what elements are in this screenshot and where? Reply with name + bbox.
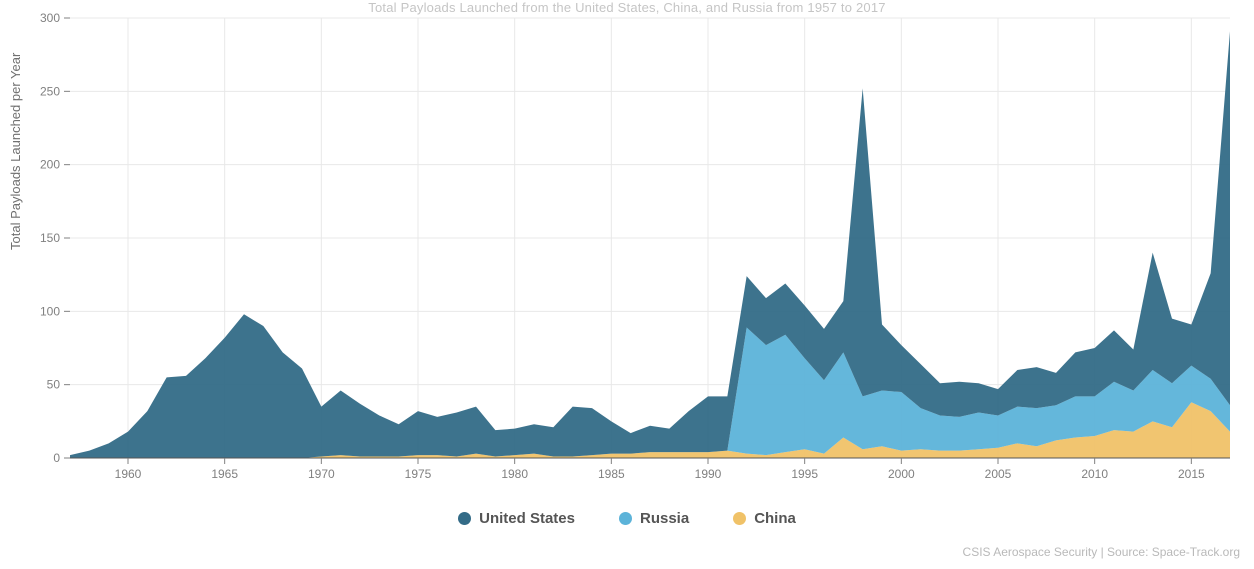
payload-area-chart: 1960 1965 1970 1975 1980 1985 1990 1995 2000 2005… [70,18,1240,488]
y-tick-label: 50 [47,378,61,392]
y-tick-label: 200 [40,158,60,172]
credit-text: CSIS Aerospace Security | Source: Space-… [963,545,1240,559]
x-tick-label: 1975 [405,467,432,481]
y-tick-label: 100 [40,304,60,318]
x-tick-label: 2005 [985,467,1012,481]
x-tick-label: 1970 [308,467,335,481]
x-tick-label: 2000 [888,467,915,481]
y-axis-label: Total Payloads Launched per Year [8,53,23,250]
y-tick-label: 300 [40,11,60,25]
area-UnitedStates [70,31,1230,458]
legend-label: United States [479,510,575,527]
y-tick-label: 250 [40,84,60,98]
x-tick-label: 1965 [211,467,238,481]
legend: United States Russia China [0,510,1254,530]
chart-container: Total Payloads Launched from the United … [0,0,1254,569]
legend-label: Russia [640,510,689,527]
y-tick-label: 150 [40,231,60,245]
legend-dot-icon [619,512,632,525]
x-tick-label: 1985 [598,467,625,481]
y-tick-label: 0 [53,451,60,465]
x-tick-label: 2015 [1178,467,1205,481]
legend-item[interactable]: China [733,510,796,527]
x-tick-label: 1980 [501,467,528,481]
x-tick-label: 1960 [115,467,142,481]
legend-label: China [754,510,796,527]
legend-dot-icon [733,512,746,525]
x-tick-label: 1995 [791,467,818,481]
legend-item[interactable]: Russia [619,510,689,527]
x-tick-label: 1990 [695,467,722,481]
legend-dot-icon [458,512,471,525]
legend-item[interactable]: United States [458,510,575,527]
chart-title: Total Payloads Launched from the United … [0,0,1254,15]
x-tick-label: 2010 [1081,467,1108,481]
